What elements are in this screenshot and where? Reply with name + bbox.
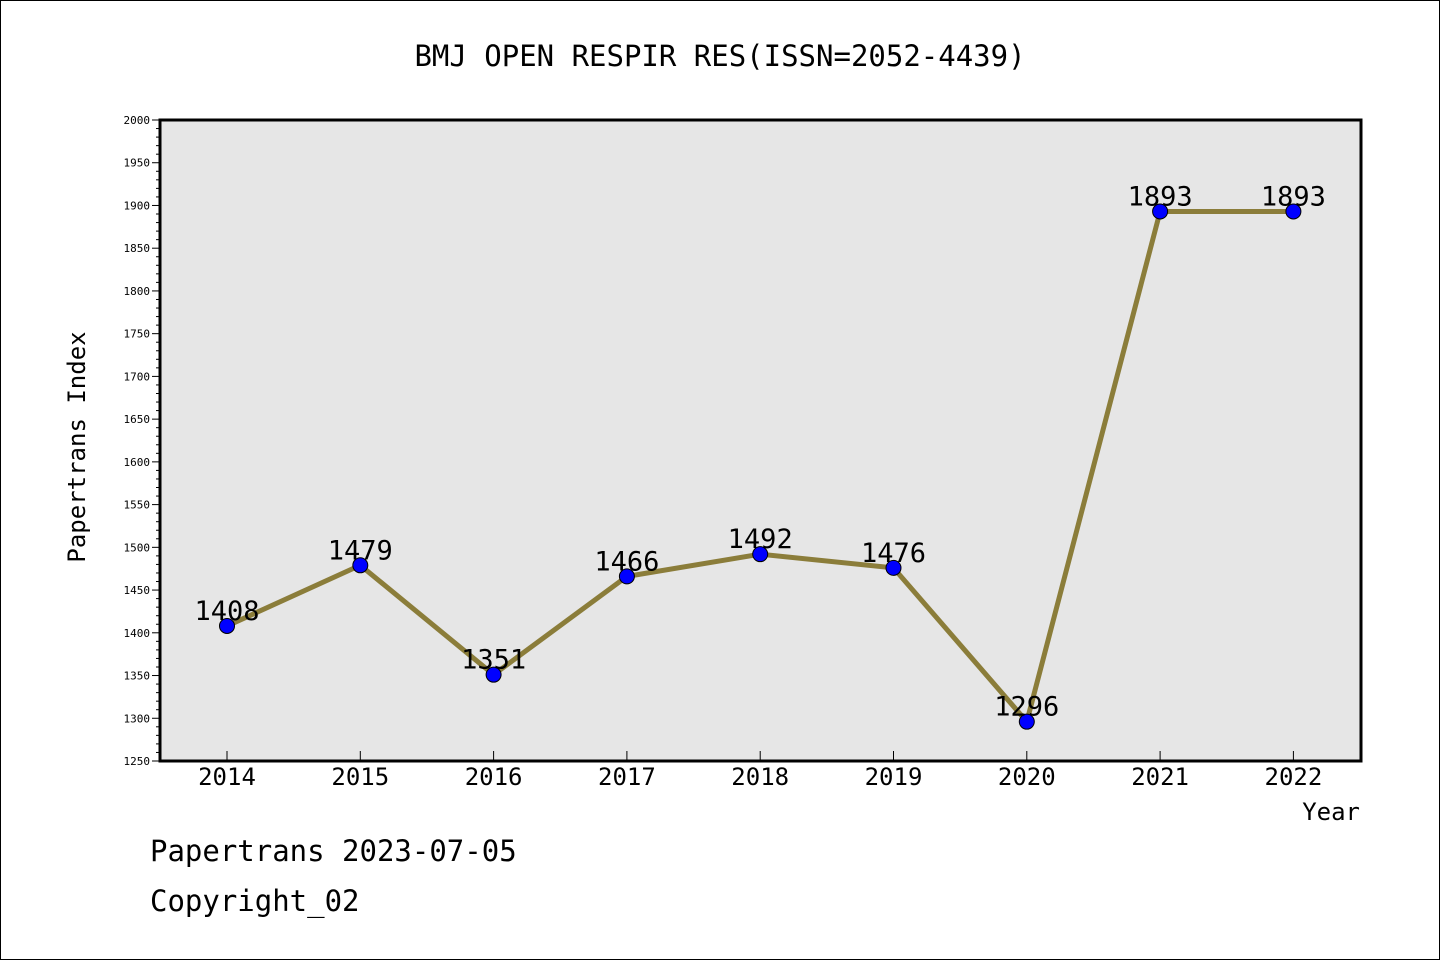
x-axis-label: Year	[1302, 798, 1360, 826]
x-tick-label: 2022	[1265, 763, 1323, 791]
data-label: 1893	[1261, 181, 1326, 212]
x-tick-label: 2016	[465, 763, 523, 791]
data-point	[352, 557, 369, 574]
data-point	[1018, 713, 1035, 730]
data-labels: 1408 1479 1351 1466 1492 1476 1296 1893 1893	[194, 181, 1325, 722]
series	[219, 203, 1302, 730]
x-tick-label: 2021	[1131, 763, 1189, 791]
y-tick-label: 1400	[124, 627, 151, 640]
y-axis: 1250 1300 1350 1400 1450 1500 1550 1600 1650 1700…	[124, 114, 160, 768]
y-tick-label: 1750	[124, 328, 151, 341]
y-axis-label: Papertrans Index	[63, 331, 91, 562]
data-point	[1285, 203, 1302, 220]
x-tick-label: 2020	[998, 763, 1056, 791]
x-tick-label: 2018	[731, 763, 789, 791]
y-tick-label: 1250	[124, 755, 151, 768]
data-point	[219, 617, 235, 634]
y-tick-label: 1650	[124, 413, 151, 426]
data-label: 1893	[1128, 181, 1193, 212]
y-tick-label: 1850	[124, 242, 151, 255]
y-tick-label: 2000	[124, 114, 151, 127]
y-tick-label: 1600	[124, 456, 151, 469]
footer-copyright: Copyright_02	[150, 884, 360, 918]
y-tick-label: 1900	[124, 199, 151, 212]
y-tick-label: 1450	[124, 584, 151, 597]
x-tick-label: 2014	[198, 763, 256, 791]
plot-area	[158, 118, 1363, 763]
data-point	[618, 568, 635, 585]
data-label: 1296	[994, 692, 1059, 723]
y-tick-label: 1300	[124, 712, 151, 725]
y-tick-label: 1350	[124, 670, 151, 683]
y-tick-label: 1800	[124, 285, 151, 298]
data-label: 1479	[328, 535, 393, 566]
data-label: 1466	[594, 546, 659, 577]
data-label: 1476	[861, 538, 926, 569]
data-point	[485, 666, 502, 683]
x-axis: 2014 2015 2016 2017 2018 2019 2020 2021 2022	[198, 751, 1322, 791]
data-point	[885, 559, 902, 576]
footer-date: Papertrans 2023-07-05	[150, 834, 517, 868]
y-tick-label: 1500	[124, 541, 151, 554]
y-tick-label: 1550	[124, 499, 151, 512]
chart-title: BMJ OPEN RESPIR RES(ISSN=2052-4439)	[414, 39, 1025, 73]
x-tick-label: 2015	[331, 763, 389, 791]
data-point	[752, 546, 769, 563]
data-label: 1408	[194, 596, 259, 627]
y-tick-label: 1950	[124, 157, 151, 170]
data-label: 1351	[461, 645, 526, 676]
x-tick-label: 2019	[865, 763, 923, 791]
data-label: 1492	[728, 524, 793, 555]
x-tick-label: 2017	[598, 763, 656, 791]
y-tick-label: 1700	[124, 370, 151, 383]
data-point	[1152, 203, 1169, 220]
